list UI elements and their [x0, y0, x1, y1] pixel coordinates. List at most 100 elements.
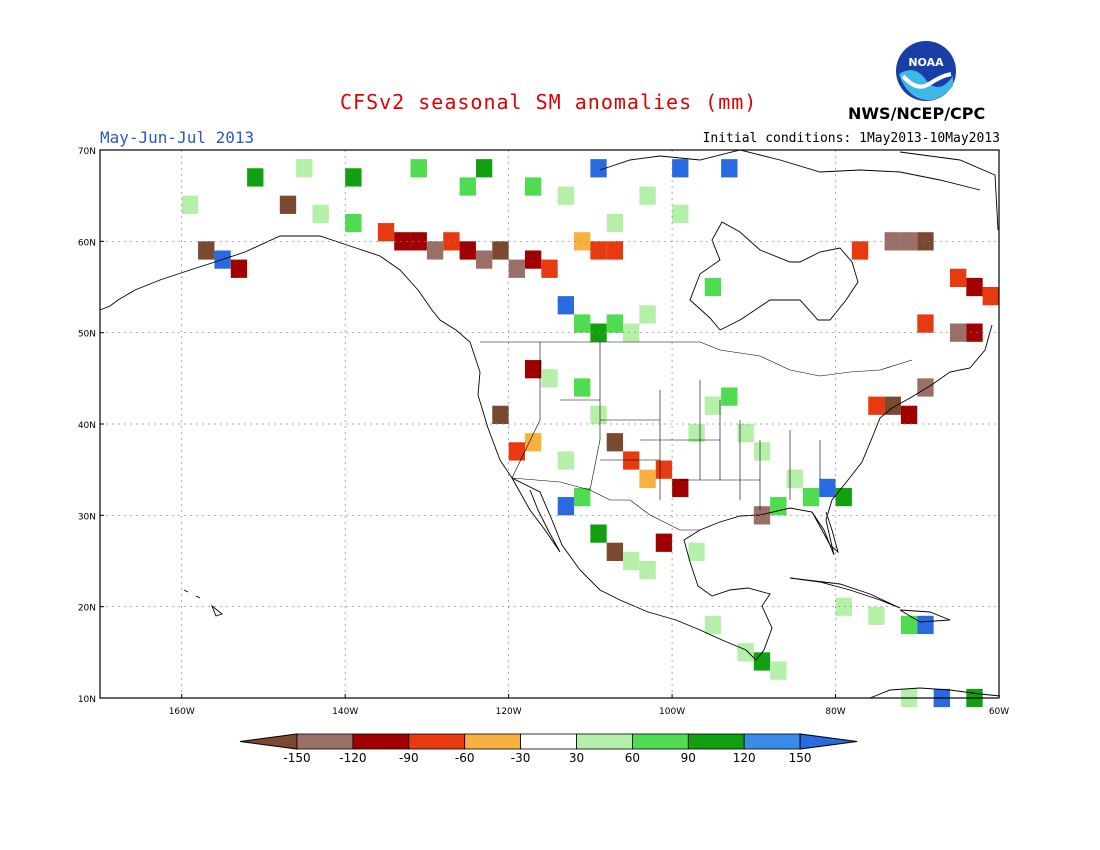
longitude-label: 160W	[169, 707, 195, 717]
anomaly-cell	[672, 159, 689, 178]
anomaly-cell	[606, 241, 624, 260]
anomaly-cell	[345, 168, 362, 187]
south-america-coastline	[869, 687, 1001, 699]
anomaly-cell	[770, 497, 787, 516]
anomaly-cell	[247, 168, 264, 187]
colorbar-tick-label: -60	[455, 751, 475, 765]
anomaly-cell	[508, 259, 525, 278]
graticule-layer	[100, 150, 999, 698]
latitude-label: 70N	[78, 147, 96, 157]
arctic-coastline	[599, 149, 981, 191]
anomaly-cell	[574, 487, 591, 507]
anomaly-cell	[802, 487, 820, 507]
map-frame	[99, 149, 1000, 699]
anomaly-cell	[590, 241, 607, 260]
anomaly-cell	[672, 478, 689, 498]
anomaly-cell	[606, 542, 624, 561]
anomaly-cell	[949, 268, 967, 287]
agency-label: NWS/NCEP/CPC	[848, 104, 986, 123]
anomaly-cell	[623, 551, 640, 571]
longitude-label: 60W	[989, 707, 1009, 717]
anomaly-cell-layer	[181, 159, 999, 708]
anomaly-cell	[623, 451, 640, 470]
anomaly-cell	[475, 159, 493, 178]
anomaly-cell	[541, 369, 558, 388]
anomaly-cell	[492, 241, 509, 260]
latitude-label: 10N	[78, 695, 96, 705]
anomaly-cell	[524, 250, 542, 269]
anomaly-cell	[819, 478, 836, 498]
latitude-label: 20N	[78, 604, 96, 614]
anomaly-cell	[574, 314, 591, 333]
noaa-logo-icon: NOAA	[896, 41, 956, 101]
anomaly-cell	[704, 396, 722, 415]
anomaly-cell	[394, 232, 411, 251]
florida-coastline	[811, 511, 839, 554]
colorbar-high-arrow	[799, 733, 858, 750]
colorbar-legend: -150 -120 -90 -60 -30 30 60 90 120 150	[239, 733, 858, 765]
hawaii-coastline	[183, 589, 223, 617]
colorbar-swatch	[632, 733, 689, 750]
hispaniola-coastline	[899, 609, 951, 623]
longitude-label: 80W	[825, 707, 845, 717]
colorbar-tick-label: 150	[789, 751, 812, 765]
colorbar-swatch	[296, 733, 354, 750]
anomaly-cell	[966, 323, 983, 342]
anomaly-cell	[508, 442, 525, 461]
anomaly-cell	[623, 323, 640, 342]
anomaly-cell	[639, 469, 656, 488]
forecast-period: May-Jun-Jul 2013	[100, 128, 255, 147]
anomaly-cell	[753, 442, 771, 461]
colorbar-swatch	[408, 733, 466, 750]
state-border-layer	[480, 341, 913, 531]
latitude-label: 30N	[78, 512, 96, 522]
coastline-layer	[99, 149, 1001, 699]
hudson-bay-coastline	[689, 221, 859, 331]
colorbar-tick-label: -120	[339, 751, 366, 765]
anomaly-cell	[230, 259, 248, 278]
cuba-coastline	[789, 577, 901, 609]
latitude-labels: 70N 60N 50N 40N 30N 20N 10N	[78, 147, 104, 705]
longitude-labels: 160W 140W 120W 100W 80W 60W	[169, 694, 1009, 717]
anomaly-cell	[672, 204, 689, 224]
anomaly-cell	[737, 643, 754, 662]
anomaly-cell	[655, 533, 673, 552]
latitude-label: 60N	[78, 238, 96, 248]
colorbar-tick-label: -30	[511, 751, 531, 765]
anomaly-cell	[655, 460, 673, 479]
anomaly-cell	[688, 542, 705, 561]
colorbar-tick-label: -90	[399, 751, 419, 765]
anomaly-cell	[345, 213, 362, 233]
anomaly-cell	[574, 378, 591, 397]
anomaly-cell	[557, 296, 575, 315]
anomaly-cell	[704, 277, 722, 297]
anomaly-cell	[753, 652, 771, 671]
anomaly-cell	[917, 314, 934, 333]
anomaly-cell	[557, 451, 575, 470]
anomaly-cell	[688, 424, 705, 443]
anomaly-cell	[770, 661, 787, 680]
anomaly-cell	[868, 606, 885, 625]
anomaly-cell	[459, 177, 476, 196]
anomaly-cell	[475, 250, 493, 269]
longitude-label: 100W	[659, 707, 685, 717]
longitude-label: 140W	[332, 707, 358, 717]
anomaly-cell	[851, 241, 869, 260]
map-title: CFSv2 seasonal SM anomalies (mm)	[340, 90, 758, 114]
anomaly-cell	[590, 159, 607, 178]
anomaly-cell	[181, 195, 199, 214]
anomaly-cell	[737, 424, 754, 443]
anomaly-cell	[426, 241, 444, 260]
anomaly-cell	[606, 213, 624, 233]
anomaly-cell	[966, 277, 983, 297]
anomaly-cell	[443, 232, 460, 251]
longitude-label: 120W	[496, 707, 522, 717]
state-lines	[511, 342, 821, 510]
anomaly-cell	[868, 396, 885, 415]
anomaly-cell	[900, 615, 918, 635]
anomaly-cell	[917, 615, 934, 635]
colorbar-swatch	[352, 733, 410, 750]
anomaly-cell	[459, 241, 476, 260]
anomaly-cell	[606, 314, 624, 333]
latitude-label: 50N	[78, 330, 96, 340]
